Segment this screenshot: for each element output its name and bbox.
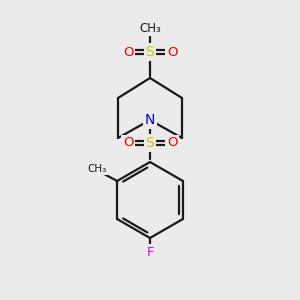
Text: O: O xyxy=(123,136,133,149)
Text: F: F xyxy=(146,245,154,259)
Text: CH₃: CH₃ xyxy=(139,22,161,34)
Text: O: O xyxy=(167,136,177,149)
Text: O: O xyxy=(167,46,177,59)
Text: S: S xyxy=(146,45,154,59)
Text: S: S xyxy=(146,136,154,150)
Text: CH₃: CH₃ xyxy=(88,164,107,174)
Text: O: O xyxy=(123,46,133,59)
Text: N: N xyxy=(145,113,155,127)
